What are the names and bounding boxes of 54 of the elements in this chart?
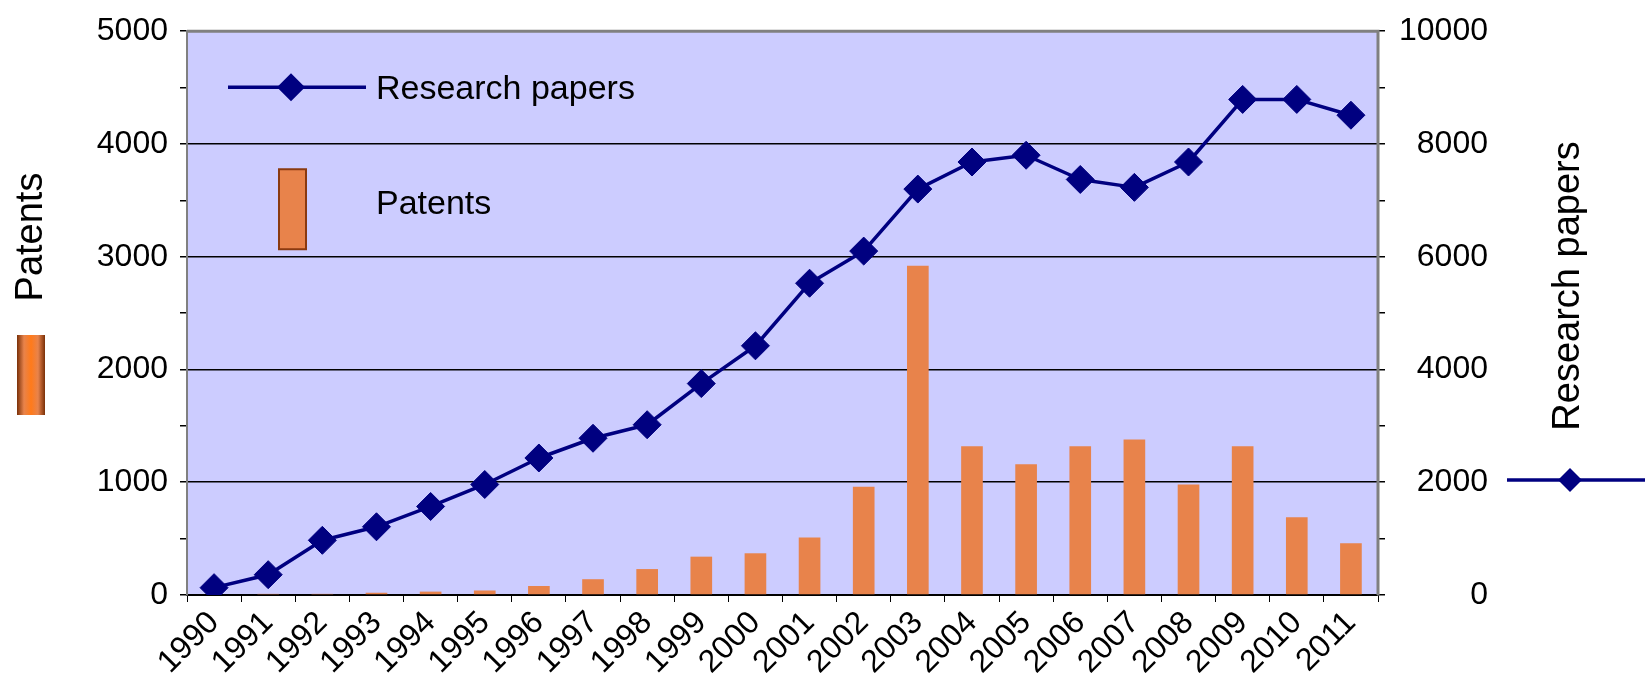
y-tick-label: 2000: [96, 349, 168, 386]
bar: [582, 579, 604, 595]
legend-label: Research papers: [376, 67, 635, 106]
bar: [690, 556, 713, 595]
point: [470, 470, 500, 499]
point: [578, 423, 608, 453]
y2-tick-label: 0: [1470, 574, 1488, 611]
bar: [852, 486, 875, 595]
y-tick-label: 4000: [96, 123, 168, 160]
point: [957, 147, 987, 177]
bar: [744, 553, 767, 595]
point: [1065, 164, 1095, 194]
point: [361, 512, 391, 542]
bar: [528, 585, 550, 595]
y-axis-title: Patents: [8, 172, 51, 302]
y-tick-label: 0: [150, 574, 168, 611]
legend-label: Patents: [376, 182, 492, 221]
point: [1228, 84, 1258, 114]
point: [1174, 147, 1204, 177]
bar: [1177, 484, 1200, 595]
y-tick-label: 5000: [96, 11, 168, 48]
bar: [1340, 543, 1362, 595]
bar: [1015, 464, 1037, 595]
point: [1011, 140, 1041, 170]
bar: [1231, 446, 1254, 595]
y2-tick-label: 8000: [1416, 123, 1488, 160]
point: [903, 174, 933, 204]
point: [307, 525, 337, 555]
bar: [798, 537, 821, 595]
bar: [1123, 439, 1146, 595]
point: [795, 268, 825, 298]
y2-tick-label: 2000: [1416, 462, 1488, 499]
bar: [1069, 446, 1092, 595]
y2-tick-label: 4000: [1416, 349, 1488, 386]
bar: [1285, 517, 1308, 595]
point: [253, 560, 283, 590]
point: [1282, 84, 1312, 114]
point: [1336, 100, 1366, 130]
point: [416, 491, 446, 521]
point: [686, 369, 716, 399]
y2-axis-title: Research papers: [1545, 141, 1588, 431]
bar: [636, 569, 658, 595]
point: [524, 443, 554, 473]
point: [1119, 172, 1149, 202]
bar: [907, 265, 929, 595]
y2-tick-label: 10000: [1399, 11, 1488, 48]
point: [849, 236, 879, 266]
y-tick-label: 1000: [96, 462, 168, 499]
point: [632, 410, 662, 440]
point: [740, 331, 770, 361]
y-tick-label: 3000: [96, 236, 168, 273]
bar: [473, 590, 496, 595]
y2-tick-label: 6000: [1416, 236, 1488, 273]
bar: [961, 446, 983, 595]
